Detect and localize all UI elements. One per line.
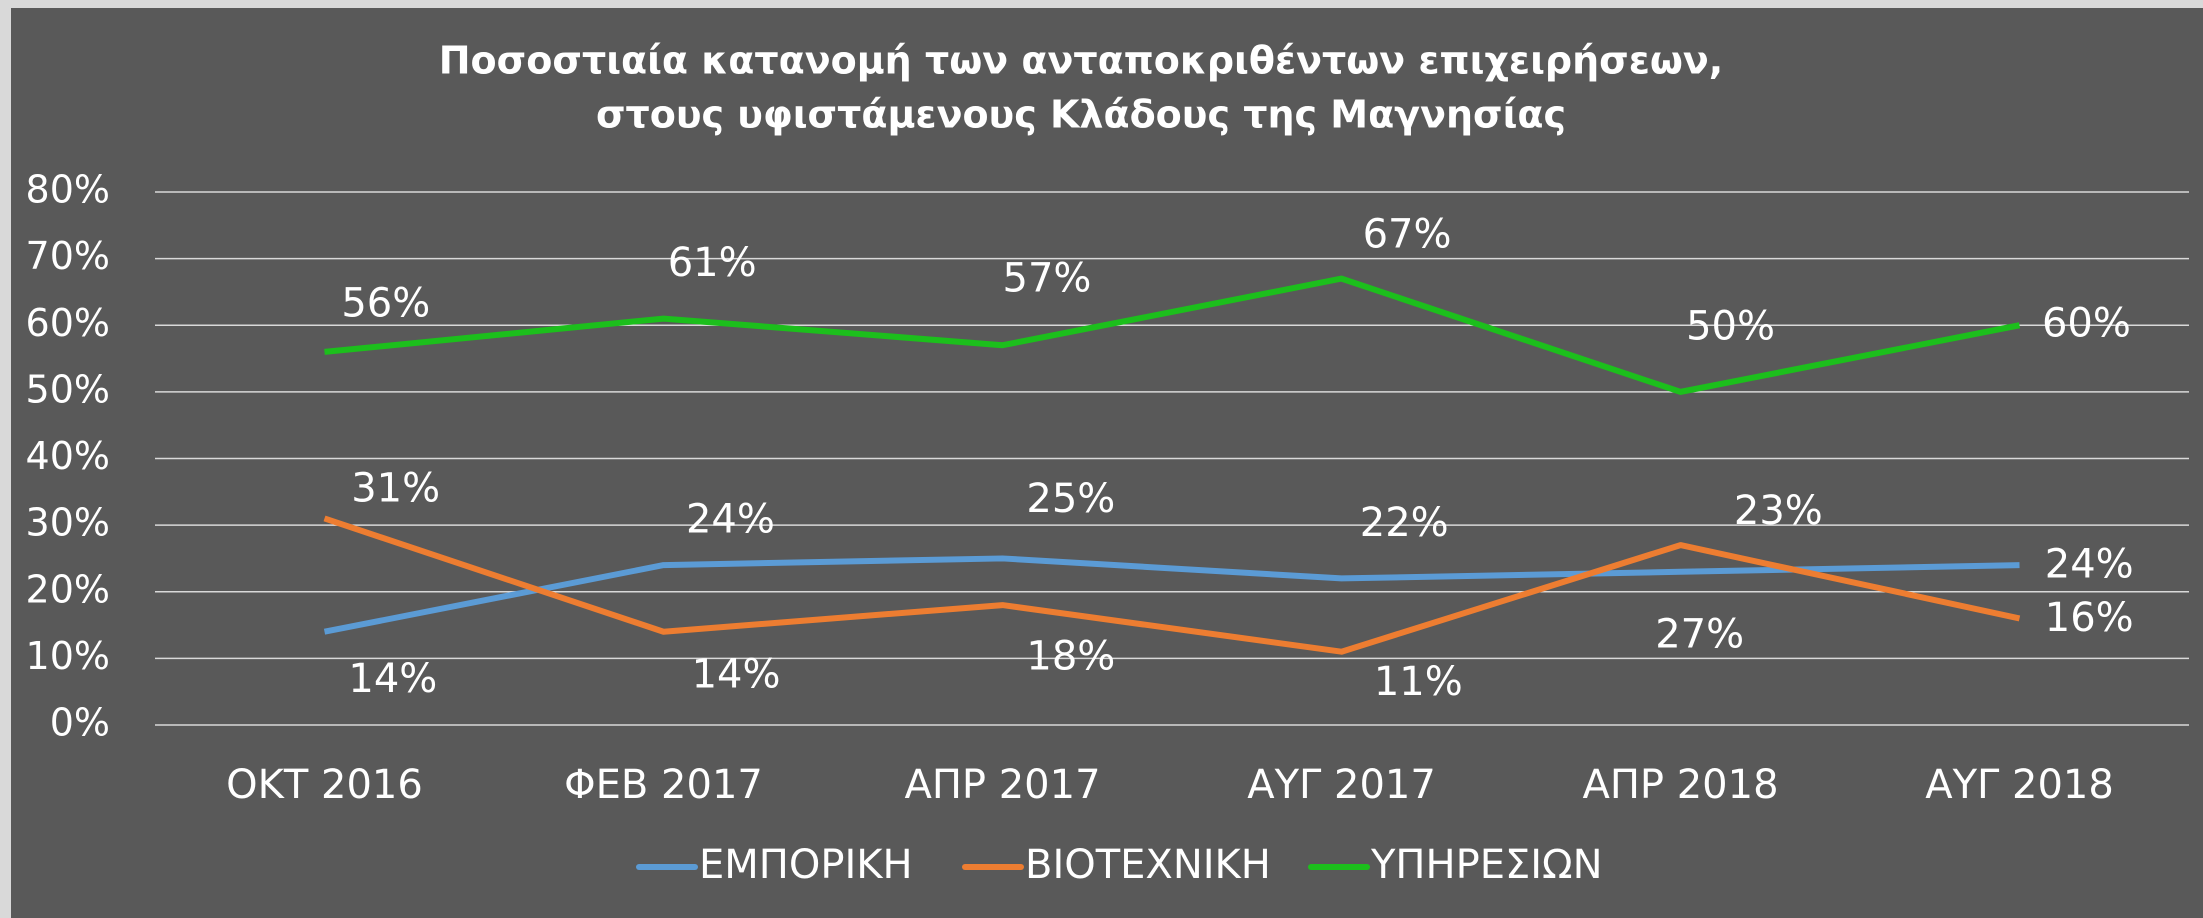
data-label: 22% (1360, 500, 1449, 546)
y-tick-label: 20% (26, 567, 110, 611)
data-label: 60% (2042, 300, 2131, 346)
data-label: 56% (341, 281, 430, 327)
data-label: 14% (692, 652, 781, 698)
x-tick-label: ΦΕΒ 2017 (564, 762, 763, 808)
y-tick-label: 70% (26, 234, 110, 278)
chart-title: Ποσοστιαία κατανομή των ανταποκριθέντων … (439, 39, 1724, 83)
x-tick-label: ΑΥΓ 2017 (1247, 762, 1436, 808)
x-tick-label: ΑΠΡ 2018 (1582, 762, 1778, 808)
data-label: 31% (351, 465, 440, 511)
legend-label: ΒΙΟΤΕΧΝΙΚΗ (1025, 842, 1271, 888)
data-label: 24% (686, 497, 775, 543)
x-tick-label: ΑΠΡ 2017 (904, 762, 1100, 808)
y-tick-label: 0% (50, 701, 110, 745)
y-tick-label: 40% (26, 434, 110, 478)
data-label: 18% (1026, 633, 1115, 679)
data-label: 57% (1003, 256, 1092, 302)
x-tick-label: ΑΥΓ 2018 (1925, 762, 2114, 808)
data-label: 50% (1686, 304, 1775, 350)
series-line (324, 275, 2021, 395)
series-line (323, 555, 2020, 635)
data-label: 67% (1363, 211, 1452, 257)
data-label: 24% (2045, 542, 2134, 588)
y-tick-label: 50% (26, 367, 110, 411)
data-label: 14% (348, 656, 437, 702)
y-tick-label: 30% (26, 501, 110, 545)
data-label: 25% (1026, 476, 1115, 522)
data-label: 11% (1374, 659, 1463, 705)
x-tick-label: ΟΚΤ 2016 (226, 762, 423, 808)
legend-label: ΕΜΠΟΡΙΚΗ (699, 842, 913, 888)
data-label: 27% (1655, 611, 1744, 657)
chart-title: στους υφιστάμενους Κλάδους της Μαγνησίας (596, 93, 1566, 137)
y-tick-label: 60% (26, 301, 110, 345)
data-label: 61% (668, 240, 757, 286)
y-tick-label: 80% (26, 168, 110, 212)
legend-label: ΥΠΗΡΕΣΙΩΝ (1370, 842, 1603, 888)
series-line (323, 515, 2021, 655)
data-label: 23% (1734, 488, 1823, 534)
data-label: 16% (2045, 595, 2134, 641)
chart-background (11, 8, 2203, 918)
y-tick-label: 10% (26, 634, 110, 678)
